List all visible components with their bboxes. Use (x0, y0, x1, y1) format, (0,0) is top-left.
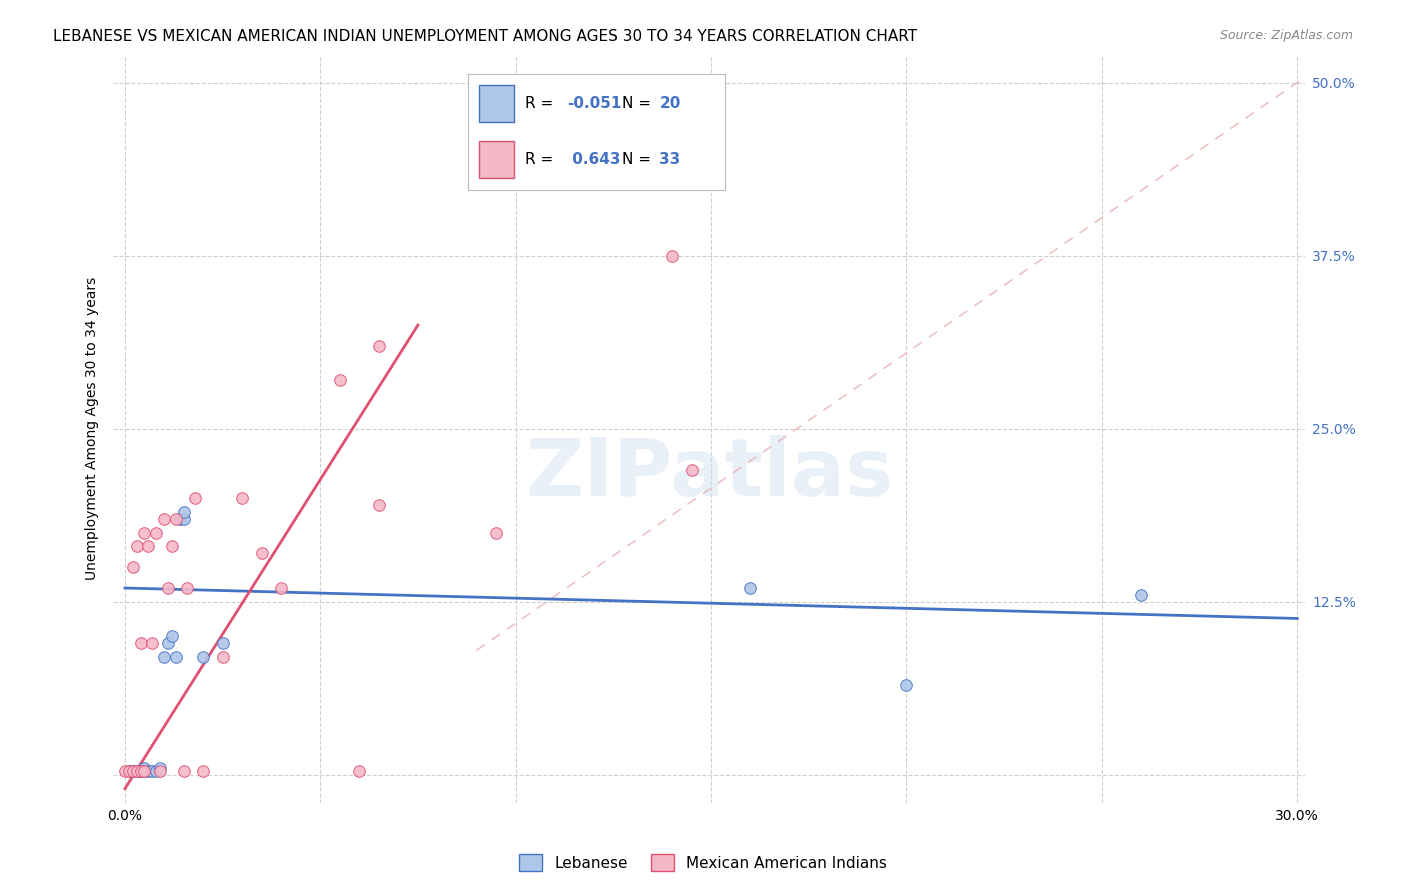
Point (160, 540, 183, 554)
Point (145, 525, 167, 540)
Point (270, 581, 292, 595)
Point (121, 560, 143, 574)
Point (367, 498, 389, 512)
Point (134, 525, 156, 540)
Point (173, 512, 195, 526)
Point (114, 764, 136, 778)
Point (118, 764, 141, 778)
Point (191, 764, 214, 778)
Point (156, 581, 179, 595)
Text: Source: ZipAtlas.com: Source: ZipAtlas.com (1219, 29, 1353, 42)
Point (145, 764, 167, 778)
Point (211, 636, 233, 650)
Point (149, 761, 172, 775)
Point (184, 491, 207, 505)
Point (125, 764, 148, 778)
Point (121, 764, 143, 778)
Point (149, 764, 172, 778)
Point (740, 581, 762, 595)
Point (141, 636, 163, 650)
Point (129, 764, 152, 778)
Point (138, 540, 160, 554)
Point (176, 581, 198, 595)
Text: ZIPatlas: ZIPatlas (524, 434, 893, 513)
Point (134, 761, 156, 775)
Legend: Lebanese, Mexican American Indians: Lebanese, Mexican American Indians (513, 848, 893, 877)
Point (153, 650, 176, 665)
Y-axis label: Unemployment Among Ages 30 to 34 years: Unemployment Among Ages 30 to 34 years (86, 277, 100, 581)
Point (160, 630, 183, 644)
Point (125, 764, 148, 778)
Point (156, 636, 179, 650)
Point (165, 512, 187, 526)
Point (118, 764, 141, 778)
Point (134, 764, 156, 778)
Point (173, 505, 195, 519)
Point (250, 546, 273, 560)
Point (129, 636, 152, 650)
Point (173, 764, 195, 778)
Point (169, 512, 191, 526)
Point (125, 540, 148, 554)
Point (191, 650, 214, 665)
Point (329, 373, 352, 387)
Point (485, 525, 508, 540)
Point (1129, 588, 1152, 602)
Point (129, 764, 152, 778)
Point (349, 764, 371, 778)
Point (121, 764, 143, 778)
Point (153, 512, 176, 526)
Point (231, 491, 253, 505)
Point (134, 764, 156, 778)
Point (211, 650, 233, 665)
Point (138, 764, 160, 778)
Point (367, 339, 389, 353)
Point (141, 764, 163, 778)
Point (165, 650, 187, 665)
Point (896, 678, 918, 692)
Text: LEBANESE VS MEXICAN AMERICAN INDIAN UNEMPLOYMENT AMONG AGES 30 TO 34 YEARS CORRE: LEBANESE VS MEXICAN AMERICAN INDIAN UNEM… (53, 29, 918, 44)
Point (661, 249, 683, 263)
Point (681, 463, 703, 477)
